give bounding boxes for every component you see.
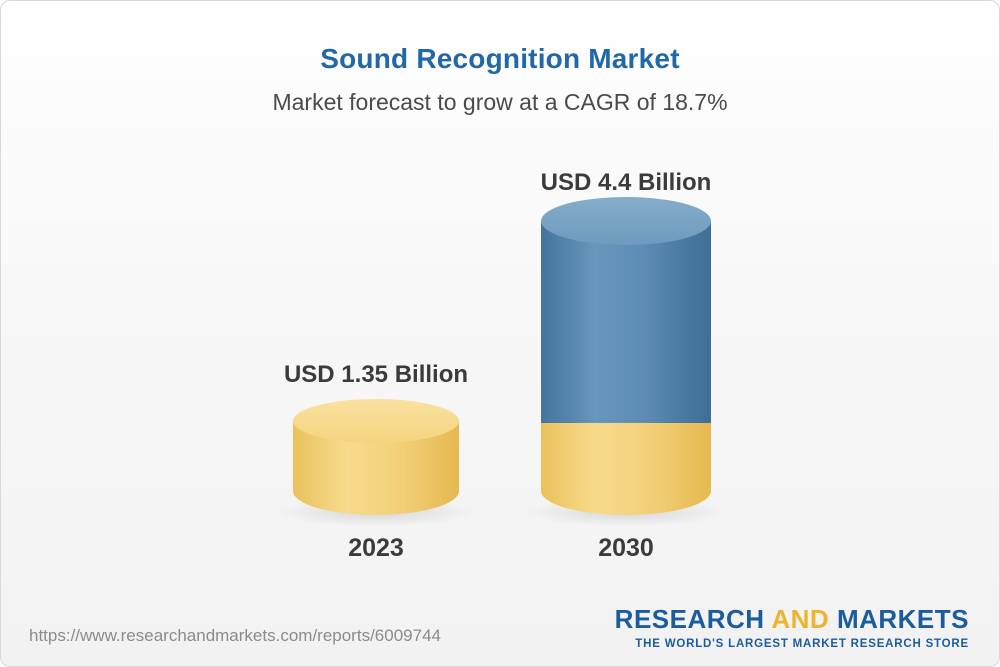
value-label-2030: USD 4.4 Billion [540, 169, 712, 196]
logo-word-research: RESEARCH [614, 604, 765, 634]
research-and-markets-logo: RESEARCH AND MARKETS THE WORLD'S LARGEST… [615, 604, 969, 650]
logo-word-markets: MARKETS [836, 604, 969, 634]
logo-word-and: AND [771, 604, 830, 634]
bar-2030-base-gold [541, 423, 711, 515]
chart-subtitle: Market forecast to grow at a CAGR of 18.… [272, 89, 728, 115]
bar-2030-top-ellipse [541, 197, 711, 245]
bar-2030-body-blue [541, 221, 711, 423]
axis-label-2023: 2023 [348, 534, 404, 562]
logo-tagline: THE WORLD'S LARGEST MARKET RESEARCH STOR… [635, 638, 969, 650]
axis-label-2030: 2030 [598, 534, 654, 562]
logo-wordmark: RESEARCH AND MARKETS [615, 604, 969, 635]
value-label-2023: USD 1.35 Billion [283, 361, 469, 388]
chart-title: Sound Recognition Market [320, 43, 680, 74]
bar-2023 [275, 399, 477, 527]
bar-2023-top-ellipse [293, 399, 459, 443]
report-url[interactable]: https://www.researchandmarkets.com/repor… [29, 626, 441, 645]
bar-2030 [523, 197, 729, 527]
